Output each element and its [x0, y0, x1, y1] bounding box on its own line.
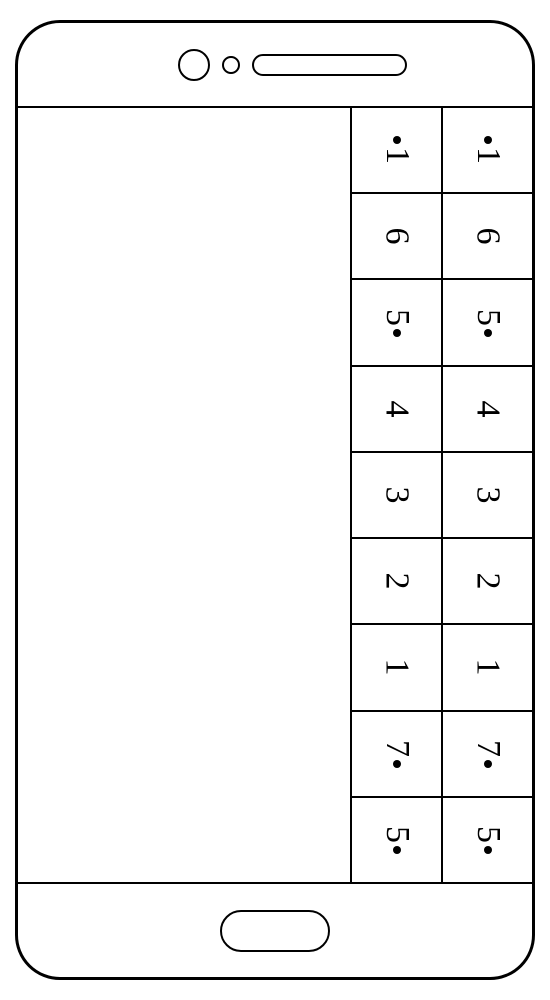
grid-cell: 1: [350, 108, 441, 192]
cell-content: 1: [469, 659, 507, 676]
dot-icon: [484, 760, 492, 768]
cell-number: 5: [469, 826, 507, 843]
grid-row: 11: [350, 108, 532, 194]
cell-number: 1: [378, 659, 416, 676]
cell-content: 1: [469, 136, 507, 164]
screen-area: 116655443322117755: [18, 108, 532, 882]
cell-number: 1: [469, 659, 507, 676]
grid-cell: 3: [441, 453, 532, 537]
grid-cell: 7: [350, 712, 441, 796]
grid-row: 77: [350, 712, 532, 798]
home-button[interactable]: [220, 910, 330, 952]
grid-row: 44: [350, 367, 532, 453]
camera-large-icon: [178, 49, 210, 81]
grid-cell: 1: [350, 625, 441, 709]
grid-cell: 4: [350, 367, 441, 451]
cell-content: 3: [378, 486, 416, 503]
grid-cell: 1: [441, 625, 532, 709]
phone-body: 116655443322117755: [15, 20, 535, 980]
phone-top-bezel: [18, 23, 532, 108]
dot-icon: [484, 846, 492, 854]
cell-content: 5: [378, 309, 416, 337]
cell-number: 5: [469, 309, 507, 326]
grid-cell: 4: [441, 367, 532, 451]
cell-content: 5: [469, 826, 507, 854]
cell-number: 7: [378, 740, 416, 757]
cell-content: 2: [469, 573, 507, 590]
dot-icon: [484, 136, 492, 144]
grid-row: 55: [350, 798, 532, 882]
camera-small-icon: [222, 56, 240, 74]
cell-number: 3: [469, 486, 507, 503]
cell-number: 1: [378, 147, 416, 164]
cell-content: 6: [469, 228, 507, 245]
grid-cell: 2: [441, 539, 532, 623]
grid-cell: 7: [441, 712, 532, 796]
grid-row: 66: [350, 194, 532, 280]
cell-number: 5: [378, 826, 416, 843]
cell-number: 3: [378, 486, 416, 503]
cell-content: 2: [378, 573, 416, 590]
cell-number: 1: [469, 147, 507, 164]
cell-number: 2: [469, 573, 507, 590]
grid-cell: 5: [441, 280, 532, 364]
number-grid: 116655443322117755: [350, 108, 532, 882]
grid-cell: 6: [441, 194, 532, 278]
dot-icon: [393, 329, 401, 337]
cell-content: 1: [378, 659, 416, 676]
cell-number: 6: [378, 228, 416, 245]
dot-icon: [484, 329, 492, 337]
phone-bottom-bezel: [18, 882, 532, 977]
grid-row: 11: [350, 625, 532, 711]
dot-icon: [393, 846, 401, 854]
cell-content: 7: [378, 740, 416, 768]
cell-content: 1: [378, 136, 416, 164]
cell-content: 5: [378, 826, 416, 854]
grid-cell: 5: [350, 280, 441, 364]
grid-cell: 6: [350, 194, 441, 278]
speaker-grille-icon: [252, 54, 407, 76]
grid-row: 33: [350, 453, 532, 539]
cell-content: 7: [469, 740, 507, 768]
grid-cell: 3: [350, 453, 441, 537]
cell-content: 4: [469, 400, 507, 417]
grid-row: 55: [350, 280, 532, 366]
cell-number: 4: [469, 400, 507, 417]
cell-number: 6: [469, 228, 507, 245]
cell-content: 5: [469, 309, 507, 337]
grid-cell: 5: [441, 798, 532, 882]
dot-icon: [393, 760, 401, 768]
cell-number: 5: [378, 309, 416, 326]
cell-content: 6: [378, 228, 416, 245]
cell-number: 4: [378, 400, 416, 417]
grid-cell: 1: [441, 108, 532, 192]
grid-cell: 5: [350, 798, 441, 882]
cell-number: 7: [469, 740, 507, 757]
cell-content: 4: [378, 400, 416, 417]
cell-content: 3: [469, 486, 507, 503]
grid-cell: 2: [350, 539, 441, 623]
dot-icon: [393, 136, 401, 144]
cell-number: 2: [378, 573, 416, 590]
grid-row: 22: [350, 539, 532, 625]
